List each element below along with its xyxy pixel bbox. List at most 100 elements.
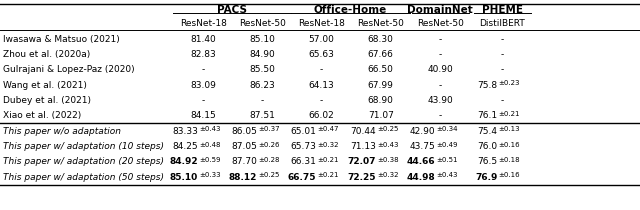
Text: 87.05: 87.05 xyxy=(232,142,257,151)
Text: Zhou et al. (2020a): Zhou et al. (2020a) xyxy=(3,50,90,59)
Text: 68.30: 68.30 xyxy=(368,35,394,44)
Text: 86.23: 86.23 xyxy=(250,81,275,90)
Text: ±0.37: ±0.37 xyxy=(259,126,280,132)
Text: 43.75: 43.75 xyxy=(410,142,435,151)
Text: ±0.18: ±0.18 xyxy=(499,157,520,163)
Text: 70.44: 70.44 xyxy=(350,127,376,136)
Text: 64.13: 64.13 xyxy=(308,81,335,90)
Text: ±0.48: ±0.48 xyxy=(200,142,221,148)
Text: -: - xyxy=(438,35,442,44)
Text: 40.90: 40.90 xyxy=(428,66,453,75)
Text: Dubey et al. (2021): Dubey et al. (2021) xyxy=(3,96,91,105)
Text: 66.50: 66.50 xyxy=(368,66,394,75)
Text: 84.15: 84.15 xyxy=(190,112,216,121)
Text: ResNet-50: ResNet-50 xyxy=(357,18,404,28)
Text: Wang et al. (2021): Wang et al. (2021) xyxy=(3,81,86,90)
Text: 67.66: 67.66 xyxy=(368,50,394,59)
Text: 71.07: 71.07 xyxy=(368,112,394,121)
Text: Iwasawa & Matsuo (2021): Iwasawa & Matsuo (2021) xyxy=(3,35,119,44)
Text: ±0.51: ±0.51 xyxy=(436,157,458,163)
Text: ResNet-50: ResNet-50 xyxy=(417,18,464,28)
Text: 44.98: 44.98 xyxy=(406,173,435,182)
Text: ±0.47: ±0.47 xyxy=(318,126,339,132)
Text: 85.10: 85.10 xyxy=(170,173,198,182)
Text: DomainNet: DomainNet xyxy=(408,5,473,15)
Text: ResNet-50: ResNet-50 xyxy=(239,18,286,28)
Text: 66.31: 66.31 xyxy=(291,158,317,167)
Text: 81.40: 81.40 xyxy=(190,35,216,44)
Text: DistilBERT: DistilBERT xyxy=(479,18,525,28)
Text: ±0.21: ±0.21 xyxy=(318,172,339,178)
Text: 71.13: 71.13 xyxy=(350,142,376,151)
Text: ±0.16: ±0.16 xyxy=(499,142,520,148)
Text: ±0.28: ±0.28 xyxy=(259,157,280,163)
Text: ±0.49: ±0.49 xyxy=(436,142,458,148)
Text: ±0.16: ±0.16 xyxy=(499,172,520,178)
Text: -: - xyxy=(438,81,442,90)
Text: ±0.26: ±0.26 xyxy=(259,142,280,148)
Text: 57.00: 57.00 xyxy=(308,35,335,44)
Text: 76.0: 76.0 xyxy=(477,142,497,151)
Text: 83.33: 83.33 xyxy=(172,127,198,136)
Text: -: - xyxy=(202,66,205,75)
Text: -: - xyxy=(260,96,264,105)
Text: 65.63: 65.63 xyxy=(308,50,335,59)
Text: 66.02: 66.02 xyxy=(308,112,335,121)
Text: 75.8: 75.8 xyxy=(477,81,497,90)
Text: This paper w/ adaptation (20 steps): This paper w/ adaptation (20 steps) xyxy=(3,158,164,167)
Text: -: - xyxy=(438,112,442,121)
Text: 76.5: 76.5 xyxy=(477,158,497,167)
Text: -: - xyxy=(500,96,504,105)
Text: 65.73: 65.73 xyxy=(291,142,317,151)
Text: -: - xyxy=(500,66,504,75)
Text: 42.90: 42.90 xyxy=(410,127,435,136)
Text: 65.01: 65.01 xyxy=(291,127,317,136)
Text: -: - xyxy=(320,96,323,105)
Text: ±0.21: ±0.21 xyxy=(318,157,339,163)
Text: 84.90: 84.90 xyxy=(250,50,275,59)
Text: ±0.43: ±0.43 xyxy=(377,142,399,148)
Text: ±0.23: ±0.23 xyxy=(499,80,520,86)
Text: 44.66: 44.66 xyxy=(406,158,435,167)
Text: ±0.13: ±0.13 xyxy=(499,126,520,132)
Text: ±0.25: ±0.25 xyxy=(259,172,280,178)
Text: Office-Home: Office-Home xyxy=(314,5,387,15)
Text: -: - xyxy=(500,35,504,44)
Text: Xiao et al. (2022): Xiao et al. (2022) xyxy=(3,112,81,121)
Text: This paper w/o adaptation: This paper w/o adaptation xyxy=(3,127,120,136)
Text: 76.1: 76.1 xyxy=(477,112,497,121)
Text: 85.10: 85.10 xyxy=(250,35,275,44)
Text: 86.05: 86.05 xyxy=(232,127,257,136)
Text: ResNet-18: ResNet-18 xyxy=(298,18,345,28)
Text: Gulrajani & Lopez-Paz (2020): Gulrajani & Lopez-Paz (2020) xyxy=(3,66,134,75)
Text: 84.92: 84.92 xyxy=(170,158,198,167)
Text: This paper w/ adaptation (10 steps): This paper w/ adaptation (10 steps) xyxy=(3,142,164,151)
Text: 75.4: 75.4 xyxy=(477,127,497,136)
Text: ±0.32: ±0.32 xyxy=(318,142,339,148)
Text: This paper w/ adaptation (50 steps): This paper w/ adaptation (50 steps) xyxy=(3,173,164,182)
Text: 88.12: 88.12 xyxy=(229,173,257,182)
Text: ResNet-18: ResNet-18 xyxy=(180,18,227,28)
Text: ±0.34: ±0.34 xyxy=(436,126,458,132)
Text: 67.99: 67.99 xyxy=(368,81,394,90)
Text: 84.25: 84.25 xyxy=(172,142,198,151)
Text: 43.90: 43.90 xyxy=(428,96,453,105)
Text: ±0.25: ±0.25 xyxy=(377,126,398,132)
Text: -: - xyxy=(202,96,205,105)
Text: ±0.21: ±0.21 xyxy=(499,111,520,117)
Text: ±0.32: ±0.32 xyxy=(377,172,399,178)
Text: PHEME: PHEME xyxy=(482,5,523,15)
Text: ±0.43: ±0.43 xyxy=(436,172,458,178)
Text: 72.07: 72.07 xyxy=(347,158,376,167)
Text: 87.51: 87.51 xyxy=(250,112,275,121)
Text: ±0.43: ±0.43 xyxy=(200,126,221,132)
Text: -: - xyxy=(500,50,504,59)
Text: 68.90: 68.90 xyxy=(368,96,394,105)
Text: 85.50: 85.50 xyxy=(250,66,275,75)
Text: 76.9: 76.9 xyxy=(475,173,497,182)
Text: 87.70: 87.70 xyxy=(232,158,257,167)
Text: 72.25: 72.25 xyxy=(347,173,376,182)
Text: 82.83: 82.83 xyxy=(190,50,216,59)
Text: 66.75: 66.75 xyxy=(288,173,317,182)
Text: -: - xyxy=(438,50,442,59)
